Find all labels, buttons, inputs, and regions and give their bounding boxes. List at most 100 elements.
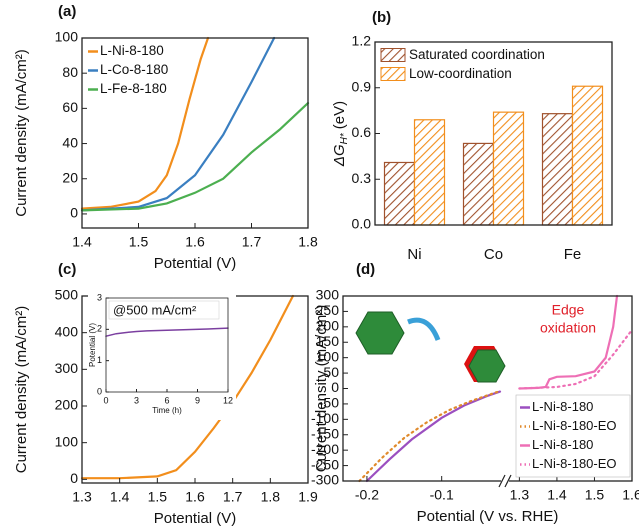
y-axis-title: Potential (V): [88, 323, 97, 367]
hexagon-icon: [468, 349, 506, 383]
data-line: [365, 390, 502, 483]
y-axis-title-main: Current density (mA/cm²): [13, 49, 30, 217]
bar: [462, 142, 495, 226]
y-tick-label: 0.6: [352, 124, 372, 140]
y-tick-label: 0: [70, 470, 78, 486]
y-tick-label: 0.3: [352, 170, 372, 186]
legend-label: L-Ni-8-180-EO: [532, 456, 617, 471]
x-axis-title: Potential (V): [154, 255, 237, 272]
x-tick-label: 0: [103, 395, 108, 405]
y-tick-label: 400: [55, 323, 79, 339]
data-line: [80, 294, 294, 480]
y-tick-label: 300: [55, 360, 79, 376]
x-tick-label: 1.6: [185, 489, 205, 505]
y-axis-title-main: ΔG: [331, 144, 348, 167]
y-tick-label: 0: [70, 205, 78, 221]
y-tick-label: 20: [62, 169, 78, 185]
bar: [541, 113, 574, 226]
y-tick-label: 0: [331, 379, 339, 395]
y-tick-label: 150: [316, 333, 340, 349]
y-tick-label: 300: [316, 287, 340, 303]
x-tick-label: 1.8: [298, 234, 318, 250]
x-tick-label: 1.4: [547, 487, 567, 503]
y-tick-label: 80: [62, 64, 78, 80]
panel-label: (d): [356, 261, 375, 278]
x-tick-label: Ni: [407, 246, 421, 263]
axis-break-mark: [498, 474, 506, 488]
arrow-icon: [407, 317, 441, 341]
y-axis-title-sub: H*: [339, 132, 350, 144]
y-axis-title-main: Potential (V): [88, 323, 97, 367]
y-tick-label: 100: [55, 29, 79, 45]
annotation: Edge: [552, 302, 585, 318]
bar: [413, 119, 446, 226]
legend-label: L-Fe-8-180: [100, 81, 167, 96]
x-tick-label: 1.4: [72, 234, 92, 250]
y-tick-label: 200: [55, 397, 79, 413]
axis-break-mark: [504, 474, 512, 488]
x-tick-label: 1.7: [223, 489, 243, 505]
y-tick-label: -150: [311, 425, 339, 441]
panel-label: (c): [58, 261, 76, 278]
y-axis-title: ΔGH* (eV): [331, 101, 350, 167]
y-tick-label: 1.2: [352, 33, 372, 49]
x-tick-label: 1.8: [261, 489, 281, 505]
bar: [383, 161, 416, 226]
y-axis-title-unit: (eV): [331, 101, 348, 129]
x-tick-label: 3: [134, 395, 139, 405]
y-axis-title: Current density (mA/cm²): [13, 49, 30, 217]
y-axis-title: Current density (mA/cm²): [13, 306, 30, 474]
legend-label: L-Ni-8-180: [100, 43, 164, 58]
y-tick-label: 200: [316, 318, 340, 334]
y-tick-label: 0.9: [352, 78, 372, 94]
legend-label: L-Ni-8-180: [532, 399, 593, 414]
y-tick-label: 100: [55, 433, 79, 449]
x-tick-label: 9: [195, 395, 200, 405]
y-tick-label: 0.0: [352, 216, 372, 232]
annotation: oxidation: [540, 320, 596, 336]
x-tick-label: 1.3: [510, 487, 530, 503]
x-tick-label: -0.1: [430, 487, 454, 503]
y-tick-label: 1: [97, 355, 102, 365]
x-axis-title: Potential (V): [154, 510, 237, 527]
legend-label: L-Ni-8-180-EO: [532, 418, 617, 433]
x-tick-label: 1.4: [110, 489, 130, 505]
y-axis-title-main: Current density (mA/cm²): [313, 305, 330, 473]
data-line: [80, 36, 276, 212]
y-tick-label: 250: [316, 302, 340, 318]
y-tick-label: 2: [97, 324, 102, 334]
x-tick-label: 1.9: [298, 489, 318, 505]
x-tick-label: 1.6: [622, 487, 639, 503]
x-tick-label: 12: [223, 395, 233, 405]
legend-label: Saturated coordination: [409, 47, 545, 62]
x-tick-label: 1.5: [148, 489, 168, 505]
y-tick-label: 100: [316, 348, 340, 364]
x-tick-label: 1.3: [72, 489, 92, 505]
data-line: [518, 328, 634, 390]
x-tick-label: Co: [484, 246, 503, 263]
legend-label: L-Ni-8-180: [532, 437, 593, 452]
legend-swatch: [380, 67, 406, 81]
data-line: [105, 327, 229, 337]
x-axis-title: Time (h): [152, 406, 182, 415]
legend-label: Low-coordination: [409, 66, 512, 81]
panel-label: (b): [372, 9, 391, 26]
inset-title-box: [108, 300, 220, 320]
y-axis-title: Current density (mA/cm²): [313, 305, 330, 473]
axis-break-gap: [501, 478, 509, 484]
x-tick-label: 1.7: [242, 234, 262, 250]
y-tick-label: 3: [97, 292, 102, 302]
legend-swatch: [380, 48, 406, 62]
legend-box: [515, 394, 631, 478]
y-tick-label: -100: [311, 410, 339, 426]
x-tick-label: 1.5: [585, 487, 605, 503]
bar: [492, 111, 525, 226]
x-tick-label: 1.6: [185, 234, 205, 250]
y-tick-label: 40: [62, 134, 78, 150]
x-tick-label: 6: [164, 395, 169, 405]
x-tick-label: -0.2: [355, 487, 379, 503]
y-tick-label: -50: [319, 395, 339, 411]
y-tick-label: -250: [311, 456, 339, 472]
panel-label: (a): [58, 3, 76, 20]
